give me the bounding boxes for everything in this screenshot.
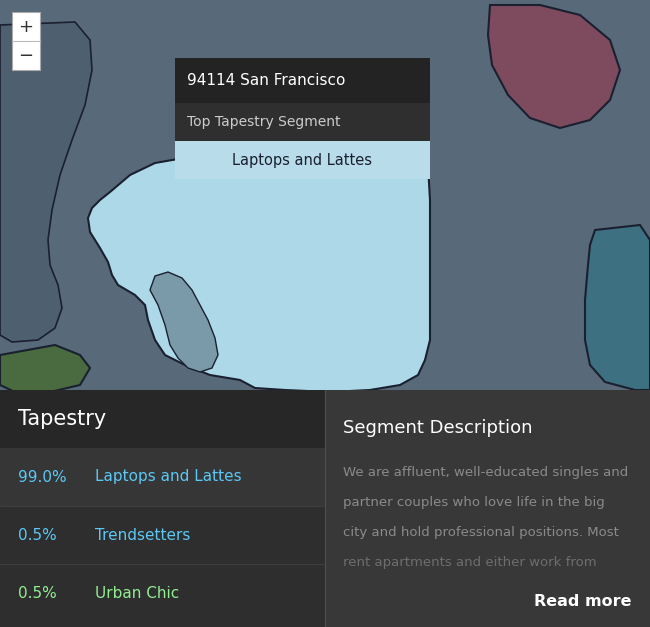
FancyBboxPatch shape [175, 141, 430, 179]
Text: Urban Chic: Urban Chic [95, 586, 179, 601]
Text: We are affluent, well-educated singles and: We are affluent, well-educated singles a… [343, 466, 629, 479]
Polygon shape [0, 345, 90, 392]
FancyBboxPatch shape [175, 103, 430, 141]
Text: Laptops and Lattes: Laptops and Lattes [233, 152, 372, 167]
Text: Top Tapestry Segment: Top Tapestry Segment [187, 115, 341, 129]
Text: 0.5%: 0.5% [18, 586, 57, 601]
Text: partner couples who love life in the big: partner couples who love life in the big [343, 496, 604, 509]
FancyBboxPatch shape [0, 390, 325, 448]
FancyBboxPatch shape [325, 390, 650, 627]
FancyBboxPatch shape [0, 506, 325, 564]
Text: rent apartments and either work from: rent apartments and either work from [343, 556, 597, 569]
Text: Read more: Read more [534, 594, 632, 609]
FancyBboxPatch shape [12, 12, 40, 70]
Polygon shape [488, 5, 620, 128]
Text: Tapestry: Tapestry [18, 409, 106, 429]
Text: +: + [18, 18, 34, 36]
FancyBboxPatch shape [0, 564, 325, 622]
Text: Laptops and Lattes: Laptops and Lattes [95, 470, 242, 485]
Text: 0.5%: 0.5% [18, 527, 57, 542]
Text: 99.0%: 99.0% [18, 470, 66, 485]
Polygon shape [0, 22, 92, 342]
Polygon shape [88, 153, 430, 392]
Polygon shape [150, 272, 218, 372]
Text: 94114 San Francisco: 94114 San Francisco [187, 73, 345, 88]
Polygon shape [585, 225, 650, 390]
Text: Segment Description: Segment Description [343, 419, 532, 437]
Text: Trendsetters: Trendsetters [95, 527, 190, 542]
FancyBboxPatch shape [0, 390, 325, 627]
FancyBboxPatch shape [0, 448, 325, 506]
Polygon shape [310, 108, 335, 135]
Text: −: − [18, 46, 34, 65]
Text: city and hold professional positions. Most: city and hold professional positions. Mo… [343, 526, 619, 539]
FancyBboxPatch shape [175, 58, 430, 103]
